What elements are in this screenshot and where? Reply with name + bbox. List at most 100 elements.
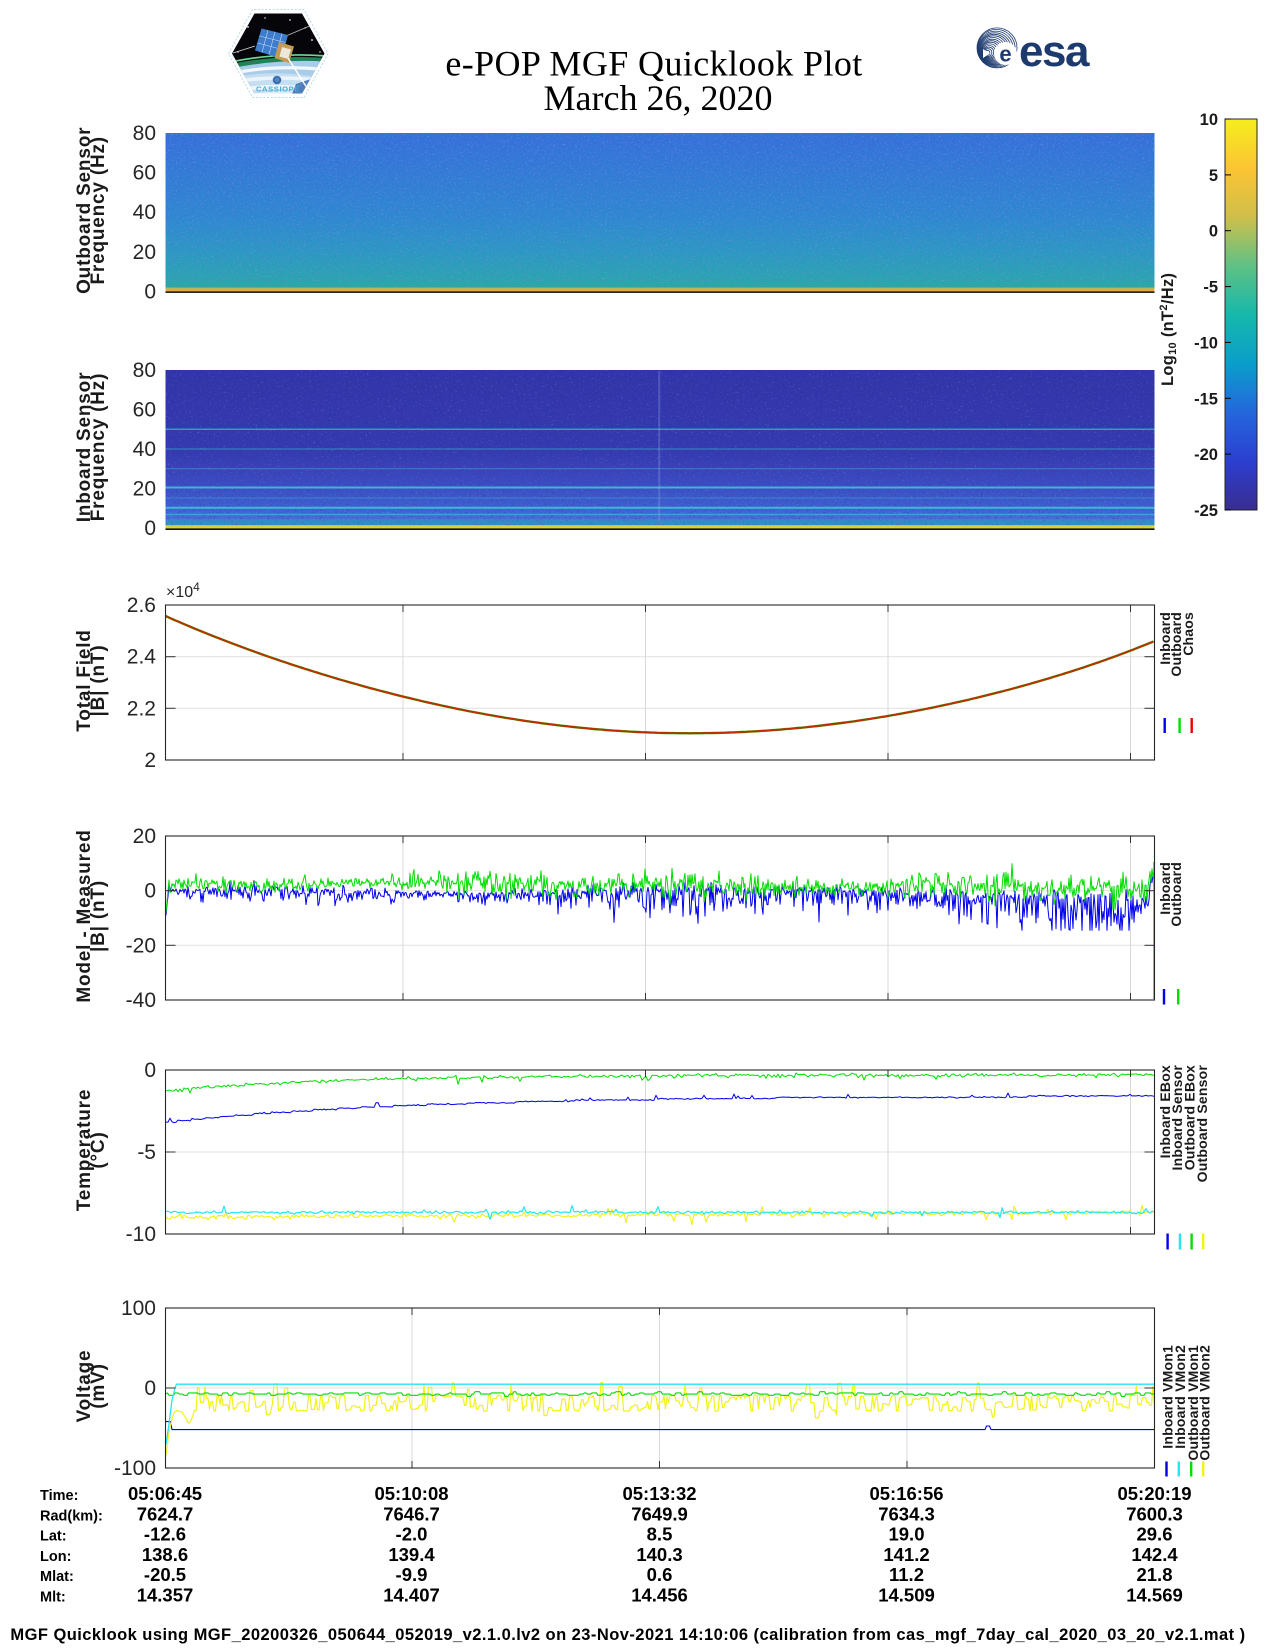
svg-text:Inboard VMon1: Inboard VMon1: [1160, 1345, 1176, 1449]
svg-text:Lon:: Lon:: [40, 1549, 71, 1565]
svg-text:2.6: 2.6: [127, 594, 156, 617]
svg-text:0.6: 0.6: [647, 1564, 673, 1585]
svg-text:14.569: 14.569: [1126, 1585, 1183, 1606]
svg-text:Frequency (Hz): Frequency (Hz): [88, 136, 109, 284]
svg-text:80: 80: [133, 359, 156, 382]
svg-text:19.0: 19.0: [888, 1524, 924, 1545]
svg-text:40: 40: [133, 201, 156, 224]
svg-text:-40: -40: [126, 989, 156, 1012]
svg-text:7646.7: 7646.7: [383, 1503, 440, 1524]
svg-text:e: e: [999, 42, 1011, 67]
svg-text:Log10 (nT2/Hz): Log10 (nT2/Hz): [1158, 273, 1179, 386]
svg-text:20: 20: [133, 478, 156, 501]
svg-text:×104: ×104: [166, 580, 200, 601]
svg-text:14.456: 14.456: [631, 1585, 688, 1606]
svg-text:20: 20: [133, 825, 156, 848]
svg-text:139.4: 139.4: [388, 1544, 435, 1565]
svg-text:MGF Quicklook using MGF_202003: MGF Quicklook using MGF_20200326_050644_…: [10, 1626, 1245, 1644]
svg-text:Total Field: Total Field: [74, 629, 95, 731]
svg-text:140.3: 140.3: [636, 1544, 682, 1565]
svg-text:142.4: 142.4: [1131, 1544, 1178, 1565]
svg-text:Rad(km):: Rad(km):: [40, 1508, 103, 1524]
svg-text:Outboard: Outboard: [1168, 612, 1184, 677]
svg-text:0: 0: [144, 517, 156, 540]
svg-text:-5: -5: [1203, 279, 1218, 297]
svg-text:(°C): (°C): [88, 1131, 109, 1168]
svg-text:Outboard: Outboard: [1168, 862, 1184, 927]
svg-text:Voltage: Voltage: [74, 1350, 95, 1423]
svg-text:Outboard EBox: Outboard EBox: [1182, 1065, 1198, 1170]
svg-text:CASSIOPE: CASSIOPE: [256, 85, 300, 94]
svg-text:05:06:45: 05:06:45: [128, 1483, 202, 1504]
svg-text:60: 60: [133, 162, 156, 185]
svg-text:-2.0: -2.0: [396, 1524, 428, 1545]
svg-text:e-POP MGF Quicklook Plot: e-POP MGF Quicklook Plot: [445, 44, 862, 84]
svg-text:esa: esa: [1019, 27, 1090, 76]
svg-text:March 26, 2020: March 26, 2020: [544, 78, 773, 118]
svg-text:-20: -20: [126, 934, 156, 957]
svg-text:-9.9: -9.9: [396, 1564, 428, 1585]
svg-text:2.4: 2.4: [127, 646, 157, 669]
svg-text:-5: -5: [137, 1141, 156, 1164]
svg-text:14.357: 14.357: [137, 1585, 194, 1606]
svg-text:Time:: Time:: [40, 1488, 78, 1504]
svg-text:|B| (nT): |B| (nT): [88, 645, 109, 717]
svg-text:Outboard VMon2: Outboard VMon2: [1197, 1345, 1213, 1461]
svg-text:8.5: 8.5: [647, 1524, 673, 1545]
svg-text:40: 40: [133, 438, 156, 461]
svg-text:-20.5: -20.5: [144, 1564, 186, 1585]
svg-text:5: 5: [1209, 167, 1218, 185]
svg-text:Mlat:: Mlat:: [40, 1569, 74, 1585]
svg-text:-10: -10: [1194, 334, 1218, 352]
svg-text:|B| (nT): |B| (nT): [88, 880, 109, 952]
svg-text:Inboard EBox: Inboard EBox: [1157, 1065, 1173, 1158]
svg-text:0: 0: [144, 280, 156, 303]
svg-text:05:10:08: 05:10:08: [374, 1483, 448, 1504]
svg-text:21.8: 21.8: [1136, 1564, 1172, 1585]
svg-text:Inboard: Inboard: [1157, 612, 1173, 665]
svg-text:Inboard VMon2: Inboard VMon2: [1172, 1345, 1188, 1449]
svg-text:05:16:56: 05:16:56: [869, 1483, 943, 1504]
svg-text:-10: -10: [126, 1223, 156, 1246]
svg-text:Chaos: Chaos: [1180, 612, 1196, 656]
svg-text:05:20:19: 05:20:19: [1117, 1483, 1191, 1504]
svg-text:Mlt:: Mlt:: [40, 1590, 66, 1606]
svg-text:7600.3: 7600.3: [1126, 1503, 1183, 1524]
svg-text:7624.7: 7624.7: [137, 1503, 194, 1524]
svg-text:20: 20: [133, 241, 156, 264]
svg-text:-15: -15: [1194, 390, 1218, 408]
svg-text:-100: -100: [114, 1457, 156, 1480]
svg-text:7634.3: 7634.3: [878, 1503, 935, 1524]
svg-text:Outboard VMon1: Outboard VMon1: [1185, 1345, 1201, 1461]
svg-text:7649.9: 7649.9: [631, 1503, 688, 1524]
svg-text:2.2: 2.2: [127, 697, 156, 720]
svg-text:Inboard Sensor: Inboard Sensor: [1169, 1065, 1185, 1171]
svg-text:(mV): (mV): [88, 1363, 109, 1408]
svg-text:14.407: 14.407: [383, 1585, 440, 1606]
svg-text:100: 100: [121, 1297, 156, 1320]
svg-text:-20: -20: [1194, 446, 1218, 464]
svg-text:Inboard: Inboard: [1157, 862, 1173, 915]
svg-text:05:13:32: 05:13:32: [622, 1483, 696, 1504]
svg-text:14.509: 14.509: [878, 1585, 935, 1606]
svg-text:0: 0: [144, 1377, 156, 1400]
svg-text:Outboard Sensor: Outboard Sensor: [1194, 1065, 1210, 1183]
svg-text:29.6: 29.6: [1136, 1524, 1172, 1545]
svg-text:Lat:: Lat:: [40, 1529, 67, 1545]
svg-text:141.2: 141.2: [883, 1544, 929, 1565]
svg-text:Outboard Sensor: Outboard Sensor: [74, 127, 95, 294]
svg-text:Inboard Sensor: Inboard Sensor: [74, 372, 95, 523]
svg-text:Frequency (Hz): Frequency (Hz): [88, 373, 109, 521]
svg-text:2: 2: [144, 749, 156, 772]
svg-text:Temperature: Temperature: [74, 1089, 95, 1212]
svg-text:10: 10: [1200, 111, 1218, 129]
svg-text:0: 0: [144, 880, 156, 903]
svg-text:138.6: 138.6: [142, 1544, 188, 1565]
svg-text:11.2: 11.2: [889, 1564, 924, 1585]
svg-text:0: 0: [144, 1059, 156, 1082]
svg-text:0: 0: [1209, 223, 1218, 241]
svg-text:-12.6: -12.6: [144, 1524, 186, 1545]
svg-text:-25: -25: [1194, 502, 1218, 520]
svg-text:80: 80: [133, 122, 156, 145]
svg-text:60: 60: [133, 399, 156, 422]
